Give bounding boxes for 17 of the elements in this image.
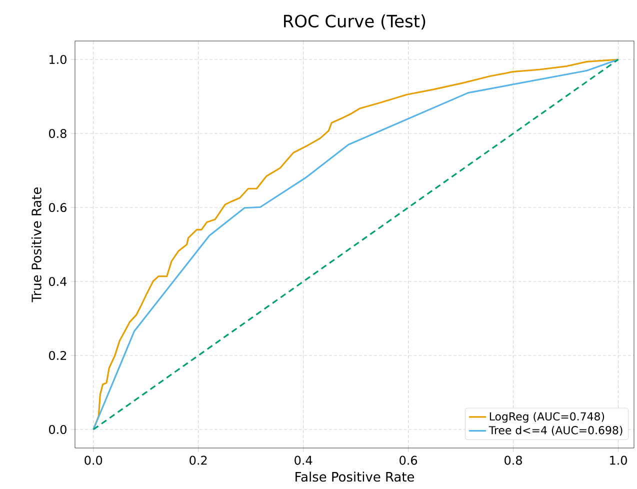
- y-tick-label: 0.8: [48, 128, 66, 138]
- legend-label: LogReg (AUC=0.748): [490, 412, 604, 423]
- x-tick-label: 1.0: [610, 456, 627, 465]
- x-axis-title: False Positive Rate: [296, 472, 414, 482]
- y-tick-label: 0.6: [48, 202, 66, 212]
- chart-title: ROC Curve (Test): [284, 14, 426, 30]
- x-tick-label: 0.8: [504, 456, 522, 465]
- x-tick-label: 0.6: [400, 456, 418, 465]
- y-tick-label: 0.2: [48, 350, 66, 360]
- y-tick-label: 1.0: [50, 54, 66, 64]
- x-tick-label: 0.2: [190, 456, 207, 465]
- x-tick-label: 0.0: [84, 456, 102, 465]
- y-tick-label: 0.0: [48, 424, 66, 434]
- legend-label: Tree d<=4 (AUC=0.698): [488, 426, 622, 436]
- y-tick-label: 0.4: [48, 276, 67, 286]
- x-tick-label: 0.4: [294, 456, 312, 465]
- y-axis-title: True Positive Rate: [31, 187, 42, 302]
